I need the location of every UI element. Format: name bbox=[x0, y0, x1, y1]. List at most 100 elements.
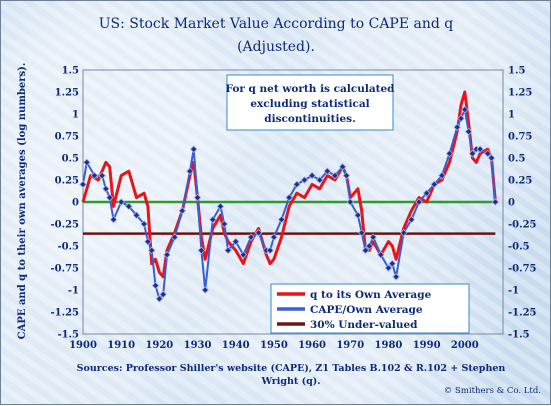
y-tick-right: -0.25 bbox=[508, 220, 537, 231]
x-tick: 1950 bbox=[260, 340, 288, 351]
cape-point bbox=[83, 158, 91, 167]
y-tick-left: -1.5 bbox=[57, 330, 79, 341]
cape-point bbox=[285, 193, 293, 202]
chart-title-line1: US: Stock Market Value According to CAPE… bbox=[99, 16, 454, 32]
cape-point bbox=[369, 233, 377, 241]
cape-point bbox=[125, 202, 133, 211]
cape-point bbox=[254, 229, 263, 237]
copyright: © Smithers & Co. Ltd. bbox=[444, 386, 541, 396]
cape-point bbox=[300, 176, 309, 184]
x-tick-labels: 1900 1910 1920 1930 1940 1950 1960 1970 1980 1990… bbox=[69, 340, 479, 351]
note-box: For q net worth is calculated excluding … bbox=[225, 74, 395, 131]
cape-point bbox=[266, 246, 274, 255]
y-tick-right: 1.5 bbox=[508, 66, 525, 77]
cape-point bbox=[231, 237, 240, 246]
x-tick: 1990 bbox=[413, 340, 441, 351]
cape-point bbox=[315, 176, 324, 184]
cape-point bbox=[159, 290, 167, 299]
cape-point bbox=[365, 242, 374, 250]
legend: q to its Own Average CAPE/Own Average 30… bbox=[270, 283, 470, 334]
y-tick-left: -1 bbox=[68, 286, 79, 297]
cape-point bbox=[151, 281, 160, 290]
cape-point bbox=[483, 149, 492, 158]
note-box-rect bbox=[226, 74, 394, 131]
cape-point bbox=[140, 220, 148, 228]
cape-point bbox=[193, 193, 202, 202]
cape-point bbox=[170, 233, 179, 241]
y-tick-right: 0.75 bbox=[508, 132, 532, 143]
cape-point bbox=[346, 198, 355, 206]
y-tick-labels-left: 1.5 1.25 1 0.75 0.5 0.25 0 -0.25 -0.5 -0.75 -1 -1.2… bbox=[50, 66, 79, 341]
cape-point bbox=[468, 149, 477, 158]
cape-point bbox=[216, 202, 225, 211]
y-tick-left: -0.75 bbox=[50, 264, 79, 275]
cape-point bbox=[109, 215, 118, 224]
y-tick-right: 0 bbox=[508, 198, 515, 209]
note-line-1: For q net worth is calculated bbox=[225, 83, 395, 95]
cape-point bbox=[323, 167, 332, 175]
cape-point bbox=[186, 167, 194, 175]
cape-point bbox=[117, 198, 125, 206]
cape-point bbox=[132, 211, 141, 219]
cape-point bbox=[147, 246, 156, 255]
y-axis-label: CAPE and q to their own averages (log nu… bbox=[17, 63, 28, 340]
y-tick-left: -1.25 bbox=[50, 308, 79, 319]
x-tick: 1930 bbox=[184, 340, 212, 351]
cape-point bbox=[388, 259, 397, 268]
cape-point bbox=[224, 246, 232, 255]
cape-point bbox=[464, 127, 473, 136]
y-tick-left: -0.25 bbox=[50, 220, 79, 231]
cape-point bbox=[399, 229, 408, 237]
cape-point bbox=[361, 246, 370, 255]
legend-label-q: q to its Own Average bbox=[310, 289, 432, 301]
cape-point bbox=[247, 233, 255, 241]
x-tick: 1980 bbox=[375, 340, 403, 351]
cape-point bbox=[105, 193, 114, 202]
x-tick: 1910 bbox=[107, 340, 135, 351]
cape-point bbox=[201, 286, 209, 294]
y-tick-left: 0.75 bbox=[55, 132, 79, 143]
cape-point bbox=[438, 171, 446, 180]
x-tick: 1900 bbox=[69, 340, 97, 351]
y-tick-left: -0.5 bbox=[57, 242, 79, 253]
cape-point bbox=[407, 215, 416, 224]
cape-point bbox=[445, 149, 454, 158]
y-tick-right: -0.75 bbox=[508, 264, 537, 275]
x-tick: 1960 bbox=[298, 340, 326, 351]
x-tick: 2000 bbox=[451, 340, 479, 351]
cape-point bbox=[476, 145, 484, 153]
y-tick-right: -0.5 bbox=[508, 242, 530, 253]
cape-point bbox=[377, 251, 385, 259]
y-tick-left: 1.25 bbox=[55, 88, 79, 99]
cape-point bbox=[342, 171, 351, 180]
cape-point bbox=[392, 273, 400, 281]
source-line-2: Wright (q). bbox=[260, 376, 320, 387]
y-tick-right: 1.25 bbox=[508, 88, 532, 99]
cape-point bbox=[102, 185, 110, 193]
cape-point bbox=[144, 237, 152, 246]
x-tick: 1920 bbox=[145, 340, 173, 351]
chart-title-line2: (Adjusted). bbox=[237, 39, 315, 55]
cape-point bbox=[90, 171, 99, 180]
y-tick-right: -1 bbox=[508, 286, 519, 297]
x-tick: 1970 bbox=[336, 340, 364, 351]
cape-point bbox=[270, 233, 278, 241]
cape-point bbox=[331, 171, 339, 180]
cape-point bbox=[354, 211, 362, 219]
y-tick-left: 0.25 bbox=[55, 176, 79, 187]
note-line-2: excluding statistical bbox=[250, 98, 369, 110]
y-tick-left: 0 bbox=[72, 198, 79, 209]
cape-point bbox=[461, 105, 469, 114]
source-line-1: Sources: Professor Shiller's website (CA… bbox=[77, 363, 506, 374]
y-tick-left: 1.5 bbox=[62, 66, 79, 77]
cape-point bbox=[209, 215, 217, 224]
x-tick: 1940 bbox=[222, 340, 250, 351]
cape-point bbox=[453, 123, 461, 131]
cape-point bbox=[220, 220, 229, 228]
legend-label-undervalued: 30% Under-valued bbox=[310, 319, 418, 331]
cape-point bbox=[457, 114, 465, 123]
cape-point bbox=[491, 198, 500, 206]
cape-point bbox=[422, 189, 431, 197]
